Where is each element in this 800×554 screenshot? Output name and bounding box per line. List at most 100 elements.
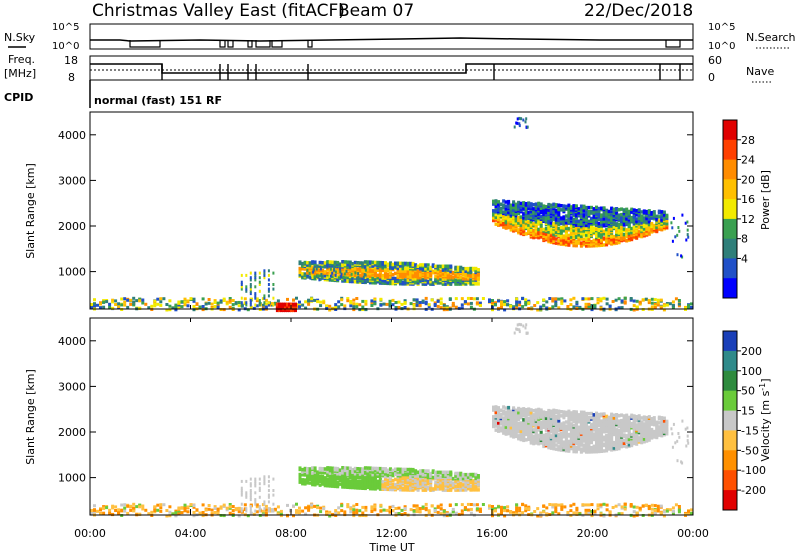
echo-cell <box>551 299 555 303</box>
echo-cell <box>632 308 636 312</box>
echo-cell <box>264 508 268 512</box>
echo-cell <box>436 510 440 514</box>
echo-cell <box>595 209 598 214</box>
echo-cell <box>554 218 558 222</box>
echo-cell <box>346 271 350 276</box>
echo-cell <box>412 509 416 513</box>
echo-cell <box>460 503 464 507</box>
echo-cell <box>547 441 551 446</box>
echo-cell <box>303 466 307 471</box>
echo-cell <box>451 301 455 305</box>
echo-cell <box>366 466 370 470</box>
echo-cell <box>497 215 500 219</box>
echo-cell <box>650 211 654 215</box>
echo-cell <box>381 278 385 283</box>
echo-cell <box>421 277 425 281</box>
echo-cell <box>441 264 445 268</box>
echo-cell <box>627 209 631 214</box>
echo-cell <box>599 503 603 507</box>
echo-cell <box>469 297 473 300</box>
echo-cell <box>474 280 478 285</box>
echo-cell <box>339 270 342 274</box>
echo-cell <box>469 511 473 515</box>
echo-cell <box>404 278 408 282</box>
echo-cell <box>249 484 252 488</box>
echo-cell <box>665 303 669 307</box>
echo-cell <box>647 301 651 305</box>
echo-cell <box>336 275 340 279</box>
echo-cell <box>494 509 497 513</box>
echo-cell <box>406 467 410 472</box>
echo-cell <box>574 425 578 429</box>
echo-cell <box>249 495 252 499</box>
echo-cell <box>439 507 443 511</box>
echo-cell <box>399 278 402 282</box>
echo-cell <box>378 483 382 487</box>
echo-cell <box>195 508 199 512</box>
echo-cell <box>304 306 308 310</box>
echo-cell <box>141 301 145 305</box>
echo-cell <box>298 506 301 510</box>
echo-cell <box>519 437 523 442</box>
echo-cell <box>548 503 552 506</box>
echo-cell <box>622 208 626 212</box>
echo-cell <box>519 223 523 227</box>
echo-cell <box>549 218 553 222</box>
echo-cell <box>245 289 248 293</box>
nsky-tick-top: 10^5 <box>52 22 79 33</box>
echo-cell <box>219 300 223 304</box>
echo-cell <box>656 504 660 508</box>
echo-cell <box>356 473 360 477</box>
echo-cell <box>336 466 340 471</box>
echo-cell <box>371 275 375 280</box>
echo-cell <box>562 234 566 238</box>
echo-cell <box>343 272 346 276</box>
echo-cell <box>153 299 157 303</box>
echo-cell <box>321 268 325 273</box>
echo-cell <box>414 277 418 281</box>
echo-cell <box>512 421 516 425</box>
echo-cell <box>329 274 332 278</box>
echo-cell <box>370 507 374 511</box>
echo-cell <box>687 306 690 310</box>
echo-cell <box>419 469 423 473</box>
echo-cell <box>363 466 367 470</box>
echo-cell <box>472 297 476 301</box>
echo-cell <box>602 243 606 247</box>
echo-cell <box>478 507 482 511</box>
echo-cell <box>349 304 353 308</box>
echo-cell <box>434 270 438 275</box>
echo-cell <box>308 474 312 479</box>
echo-cell <box>245 495 248 499</box>
echo-cell <box>341 260 345 264</box>
echo-cell <box>642 209 646 213</box>
echo-cell <box>313 475 317 479</box>
echo-cell <box>650 507 654 511</box>
echo-cell <box>240 280 243 284</box>
echo-cell <box>361 478 365 483</box>
echo-cell <box>186 304 190 308</box>
echo-cell <box>373 479 377 483</box>
echo-cell <box>577 439 581 443</box>
echo-cell <box>665 221 669 226</box>
echo-cell <box>279 512 283 516</box>
echo-cell <box>574 223 578 227</box>
echo-cell <box>404 261 408 266</box>
echo-cell <box>406 274 410 278</box>
echo-cell <box>198 511 202 515</box>
echo-cell <box>132 509 136 513</box>
echo-cell <box>409 269 413 273</box>
echo-cell <box>273 507 277 511</box>
echo-cell <box>612 210 616 214</box>
echo-cell <box>358 268 362 273</box>
echo-cell <box>361 505 365 509</box>
echo-cell <box>517 434 521 438</box>
echo-cell <box>313 269 317 273</box>
echo-cell <box>600 238 603 242</box>
echo-cell <box>625 207 629 212</box>
echo-cell <box>436 475 440 480</box>
echo-cell <box>507 217 511 222</box>
echo-cell <box>502 416 506 420</box>
echo-cell <box>456 474 460 478</box>
echo-cell <box>569 509 573 513</box>
